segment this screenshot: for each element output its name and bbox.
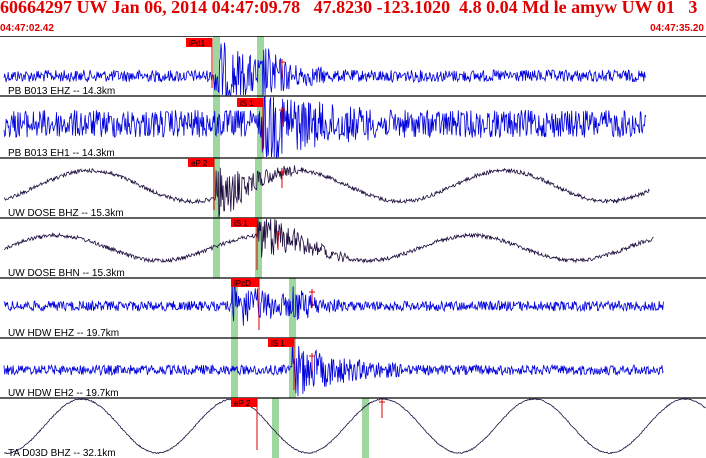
pick-window-band: [257, 36, 264, 96]
pick-label: iS 1: [271, 339, 285, 348]
pick-box: [237, 98, 263, 107]
station-label: UW DOSE BHZ -- 15.3km: [8, 208, 124, 219]
pick-window-band: [213, 96, 220, 158]
pick-window-band: [213, 36, 220, 96]
pick-label: iPd1: [189, 39, 206, 48]
pick-label: eP 2: [191, 159, 208, 168]
start-time: 04:47:02.42: [0, 23, 54, 34]
pick-box: [186, 38, 212, 47]
seismogram-panel: iPd1 PB B013 EHZ -- 14.3km iS 1 PB B013 EH1…: [0, 36, 706, 458]
waveform-trace: [3, 280, 664, 326]
station-label: UW HDW EH2 -- 19.7km: [8, 388, 119, 399]
station-label: TA D03D BHZ -- 32.1km: [8, 448, 116, 458]
waveform-trace: [4, 218, 654, 264]
pick-box: [231, 398, 257, 407]
pick-window-band: [231, 278, 238, 338]
station-label: PB B013 EH1 -- 14.3km: [8, 148, 115, 159]
pick-box: [188, 158, 214, 167]
waveform-trace: [3, 42, 647, 96]
waveform-trace: [3, 165, 650, 218]
pick-window-band: [289, 338, 296, 398]
waveform-trace: [3, 398, 706, 455]
waveform-trace: [3, 96, 647, 158]
pick-window-band: [272, 398, 279, 458]
pick-box: [268, 338, 294, 347]
pick-label: iS 1: [234, 219, 248, 228]
pick-box: [231, 278, 259, 287]
pick-window-band: [213, 218, 220, 278]
pick-window-band: [255, 218, 262, 278]
pick-box: [231, 218, 257, 227]
pick-window-band: [255, 158, 262, 218]
pick-label: iS 1: [240, 99, 254, 108]
header: 60664297 UW Jan 06, 2014 04:47:09.78 47.…: [0, 0, 706, 36]
station-label: PB B013 EHZ -- 14.3km: [8, 86, 115, 97]
event-title: 60664297 UW Jan 06, 2014 04:47:09.78 47.…: [0, 0, 698, 17]
station-label: UW HDW EHZ -- 19.7km: [8, 328, 119, 339]
pick-window-band: [257, 96, 264, 158]
waveform-trace: [3, 341, 664, 397]
end-time: 04:47:35.20: [650, 23, 704, 34]
pick-window-band: [362, 398, 369, 458]
station-label: UW DOSE BHN -- 15.3km: [8, 268, 125, 279]
seismogram-svg: iPd1 PB B013 EHZ -- 14.3km iS 1 PB B013 EH1…: [0, 36, 706, 458]
pick-label: eP 2: [234, 399, 251, 408]
pick-label: iPcD: [234, 279, 251, 288]
